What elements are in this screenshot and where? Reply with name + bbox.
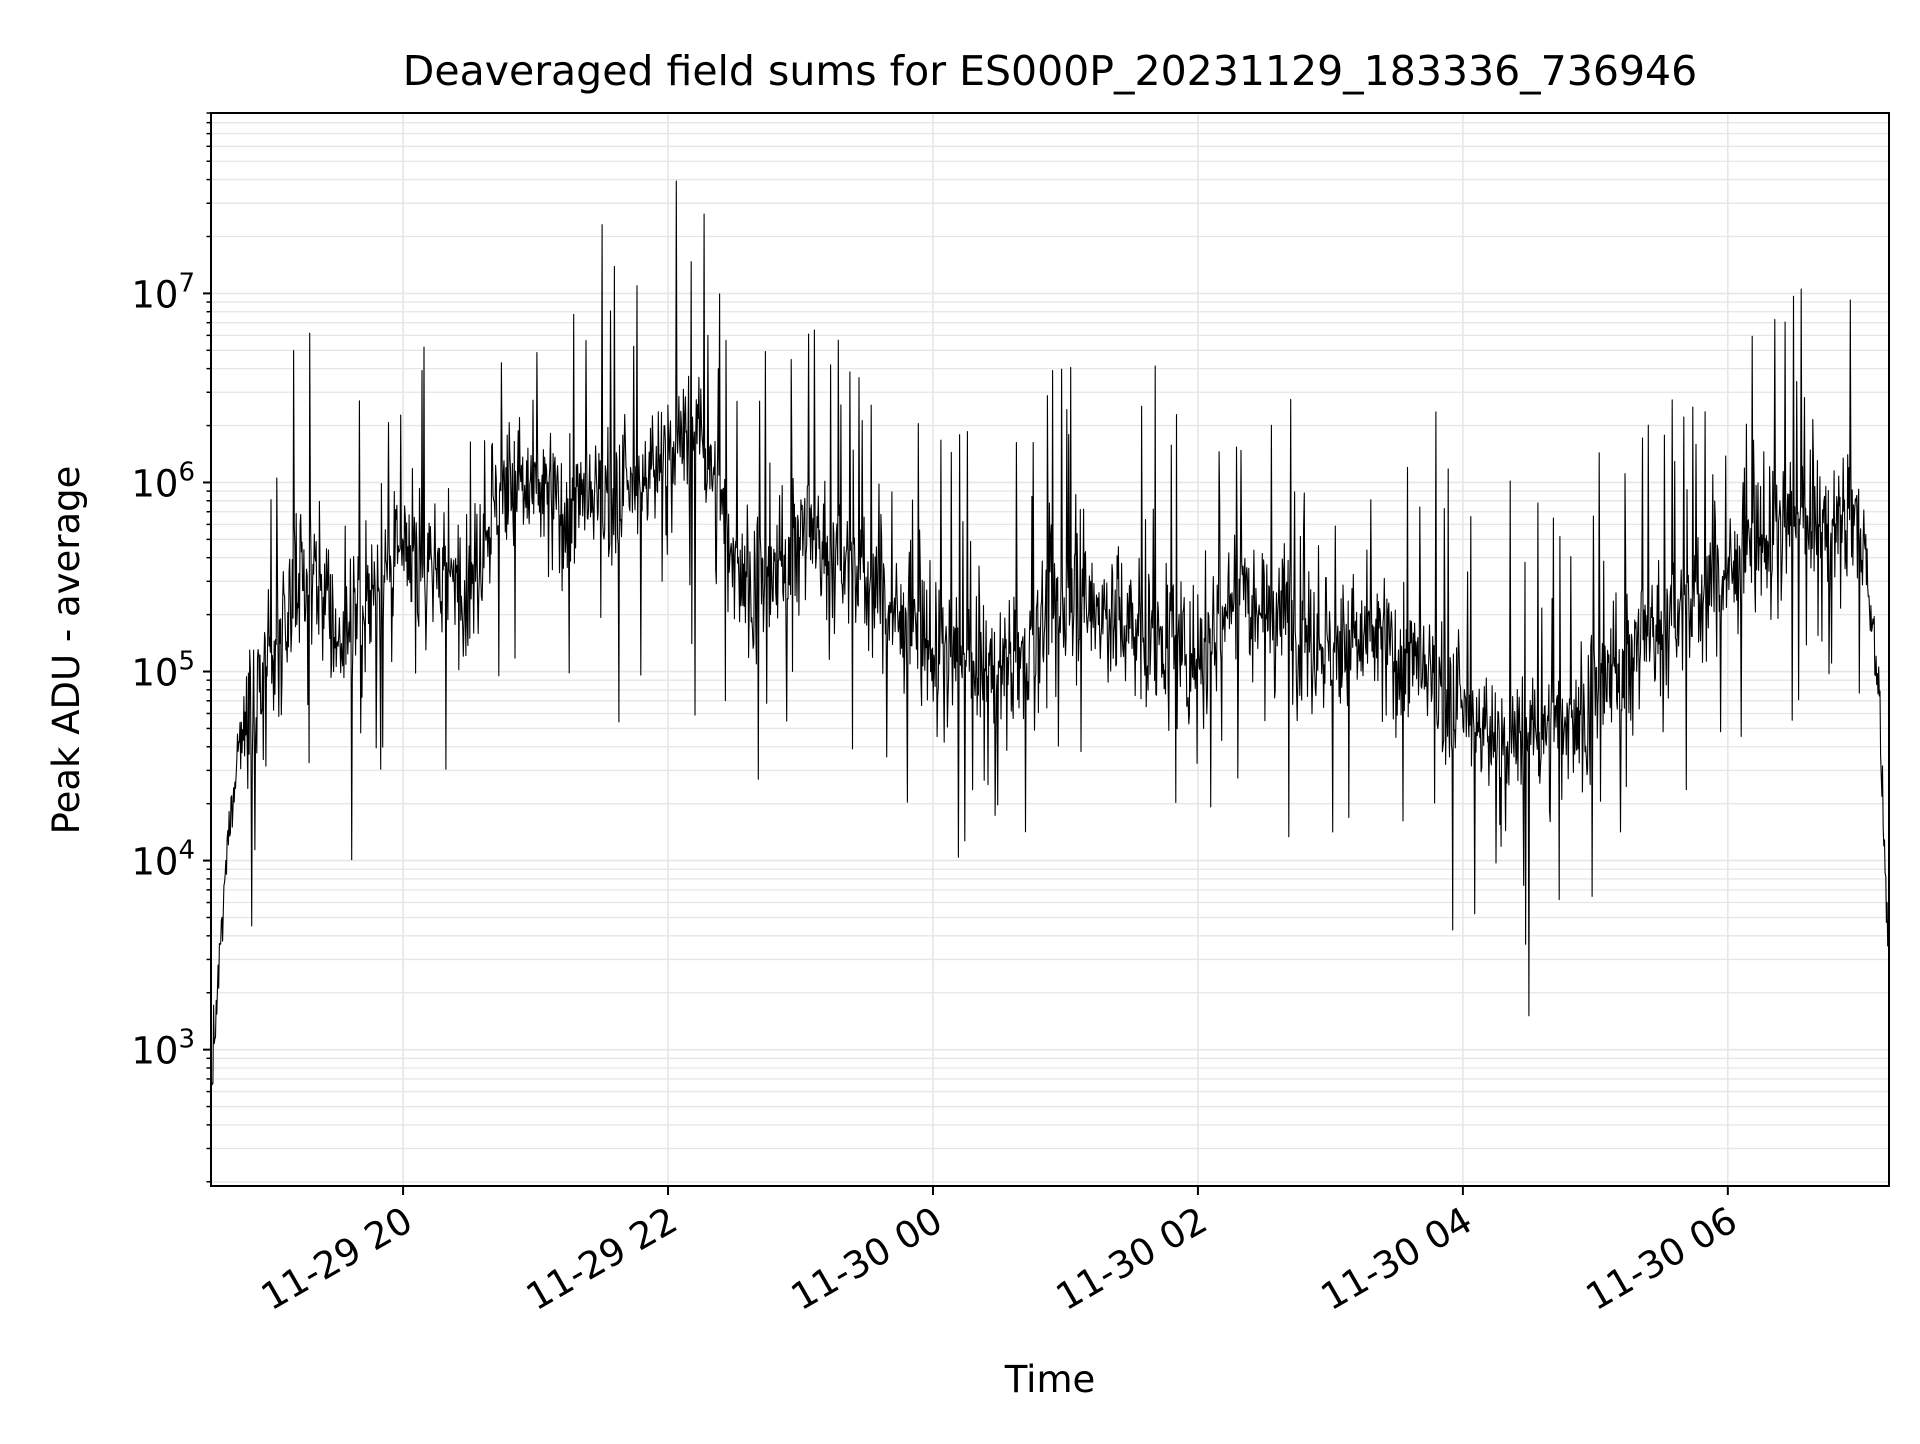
y-tick-exponent: 6 <box>178 457 195 487</box>
y-tick-base: 10 <box>131 462 178 505</box>
y-tick-label: 107 <box>131 268 195 316</box>
y-tick-base: 10 <box>131 1030 178 1073</box>
plot-frame <box>210 112 1890 1187</box>
grid <box>211 112 1889 1186</box>
y-tick-exponent: 4 <box>178 836 195 866</box>
y-tick-label: 106 <box>131 457 195 505</box>
y-tick-base: 10 <box>131 273 178 316</box>
chart-title: Deaveraged field sums for ES000P_2023112… <box>403 47 1697 95</box>
y-tick-label: 105 <box>131 647 195 695</box>
y-tick-exponent: 7 <box>178 268 195 298</box>
series-line <box>211 180 1889 1087</box>
y-tick-label: 104 <box>131 836 195 884</box>
x-axis-label: Time <box>1004 1358 1096 1401</box>
y-axis-label: Peak ADU - average <box>45 466 88 835</box>
y-tick-base: 10 <box>131 841 178 884</box>
y-tick-exponent: 5 <box>178 647 195 677</box>
y-tick-exponent: 3 <box>178 1025 195 1055</box>
y-tick-label: 103 <box>131 1025 195 1073</box>
y-tick-base: 10 <box>131 652 178 695</box>
